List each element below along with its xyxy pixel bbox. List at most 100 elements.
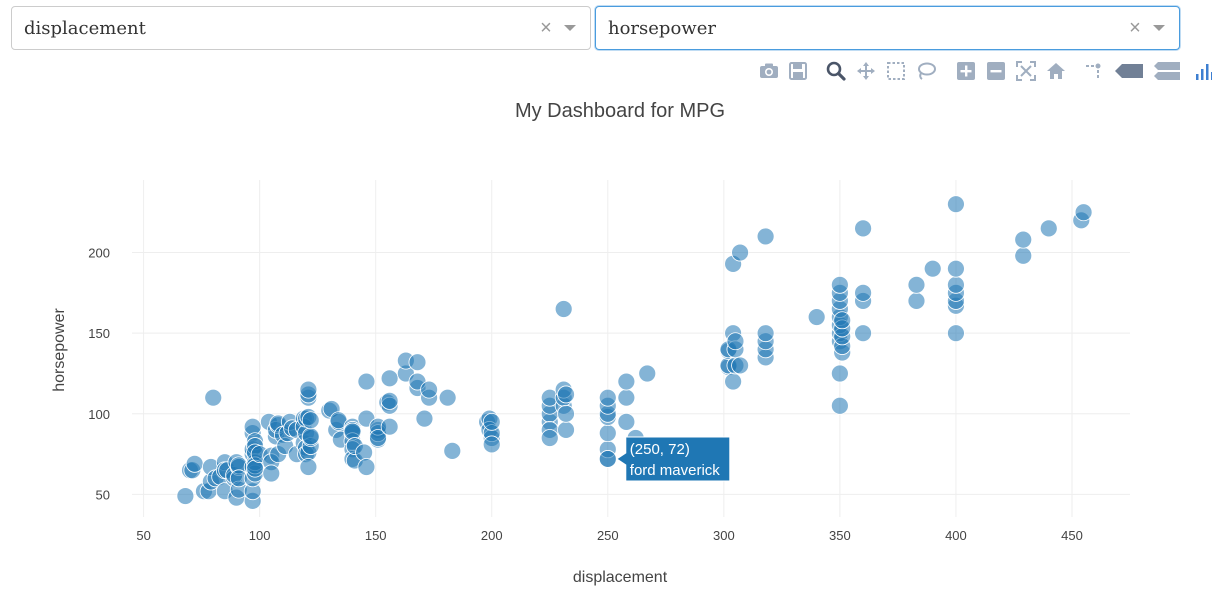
data-point[interactable] (557, 385, 575, 404)
data-point[interactable] (369, 429, 387, 447)
hover-tooltip: (250, 72) ford maverick (598, 436, 731, 482)
data-point[interactable] (557, 421, 575, 439)
data-point[interactable] (638, 364, 657, 383)
reset-axes-icon[interactable] (1045, 60, 1067, 82)
data-point[interactable] (617, 388, 636, 407)
plotly-logo-icon[interactable] (1193, 60, 1212, 82)
data-point[interactable] (380, 369, 399, 388)
camera-icon[interactable] (758, 60, 780, 82)
data-point[interactable] (598, 424, 617, 443)
zoom-in-icon[interactable] (955, 60, 977, 82)
spike-lines-icon[interactable] (1083, 60, 1105, 82)
data-point[interactable] (807, 308, 826, 326)
data-point[interactable] (185, 454, 204, 473)
data-point[interactable] (724, 372, 743, 391)
clear-icon[interactable]: × (540, 17, 552, 39)
x-axis-dropdown[interactable]: displacement × (11, 6, 591, 50)
data-point[interactable] (907, 292, 926, 310)
x-tick-label: 50 (136, 528, 150, 543)
data-point[interactable] (731, 356, 749, 375)
data-point[interactable] (1014, 246, 1033, 265)
data-point[interactable] (438, 388, 457, 407)
data-point[interactable] (380, 417, 399, 436)
data-point[interactable] (554, 300, 573, 318)
data-point[interactable] (726, 332, 745, 351)
data-point[interactable] (557, 404, 575, 423)
data-point[interactable] (1014, 230, 1033, 249)
pan-icon[interactable] (855, 60, 877, 82)
lasso-select-icon[interactable] (915, 60, 937, 82)
data-point[interactable] (830, 275, 849, 294)
zoom-icon[interactable] (825, 60, 847, 82)
hovered-point[interactable] (598, 450, 617, 468)
data-point[interactable] (598, 388, 617, 407)
data-point[interactable] (380, 392, 399, 410)
chart-title: My Dashboard for MPG (515, 100, 725, 122)
data-point[interactable] (443, 441, 462, 460)
x-tick-label: 200 (481, 528, 503, 543)
data-points (176, 195, 1093, 510)
autoscale-icon[interactable] (1015, 60, 1037, 82)
x-axis-selected-value: displacement (24, 17, 146, 39)
data-point[interactable] (415, 409, 434, 428)
data-point[interactable] (420, 380, 438, 399)
data-point[interactable] (301, 411, 320, 430)
data-point[interactable] (947, 324, 965, 343)
data-point[interactable] (176, 487, 195, 505)
data-point[interactable] (262, 464, 281, 483)
data-point[interactable] (301, 427, 320, 446)
zoom-out-icon[interactable] (985, 60, 1007, 82)
hover-closest-icon[interactable] (1113, 60, 1145, 82)
y-tick-label: 100 (88, 407, 110, 422)
data-point[interactable] (907, 275, 926, 294)
y-axis-selected-value: horsepower (608, 17, 716, 39)
box-select-icon[interactable] (885, 60, 907, 82)
data-point[interactable] (833, 311, 852, 330)
chevron-down-icon[interactable] (1153, 25, 1165, 31)
data-point[interactable] (947, 275, 965, 294)
data-point[interactable] (756, 227, 775, 246)
data-point[interactable] (482, 412, 501, 431)
scatter-chart: My Dashboard for MPG 50 100 150 200 250 300 35… (51, 100, 1130, 586)
x-tick-label: 450 (1061, 528, 1083, 543)
data-point[interactable] (357, 458, 376, 476)
y-axis-ticks: 50 100 150 200 (88, 246, 110, 503)
x-tick-label: 350 (829, 528, 851, 543)
y-tick-label: 50 (96, 487, 110, 502)
y-axis-dropdown[interactable]: horsepower × (595, 6, 1180, 50)
data-point[interactable] (1039, 219, 1058, 238)
data-point[interactable] (617, 372, 636, 391)
data-point[interactable] (923, 259, 942, 278)
save-icon[interactable] (787, 60, 809, 82)
data-point[interactable] (756, 324, 775, 343)
data-point[interactable] (947, 259, 965, 278)
x-tick-label: 150 (365, 528, 387, 543)
data-point[interactable] (854, 324, 872, 343)
x-tick-label: 250 (597, 528, 619, 543)
data-point[interactable] (854, 219, 872, 238)
clear-icon[interactable]: × (1129, 17, 1141, 39)
y-tick-label: 200 (88, 246, 110, 261)
tooltip-coords: (250, 72) (630, 441, 690, 458)
hover-compare-icon[interactable] (1153, 60, 1181, 82)
data-point[interactable] (830, 396, 849, 415)
tooltip-label: ford maverick (630, 462, 721, 479)
x-tick-label: 400 (945, 528, 967, 543)
data-point[interactable] (1074, 203, 1093, 222)
y-axis-title: horsepower (51, 308, 68, 392)
data-point[interactable] (204, 388, 223, 407)
data-point[interactable] (731, 243, 749, 262)
data-point[interactable] (299, 458, 318, 476)
data-point[interactable] (408, 353, 427, 372)
data-point[interactable] (617, 412, 636, 431)
data-point[interactable] (299, 380, 318, 399)
x-axis-title: displacement (573, 569, 668, 586)
data-point[interactable] (854, 283, 872, 302)
data-point[interactable] (540, 429, 559, 447)
data-point[interactable] (482, 435, 501, 454)
tooltip-box (615, 436, 731, 482)
data-point[interactable] (357, 372, 376, 391)
data-point[interactable] (947, 195, 965, 214)
chevron-down-icon[interactable] (564, 25, 576, 31)
data-point[interactable] (830, 364, 849, 383)
